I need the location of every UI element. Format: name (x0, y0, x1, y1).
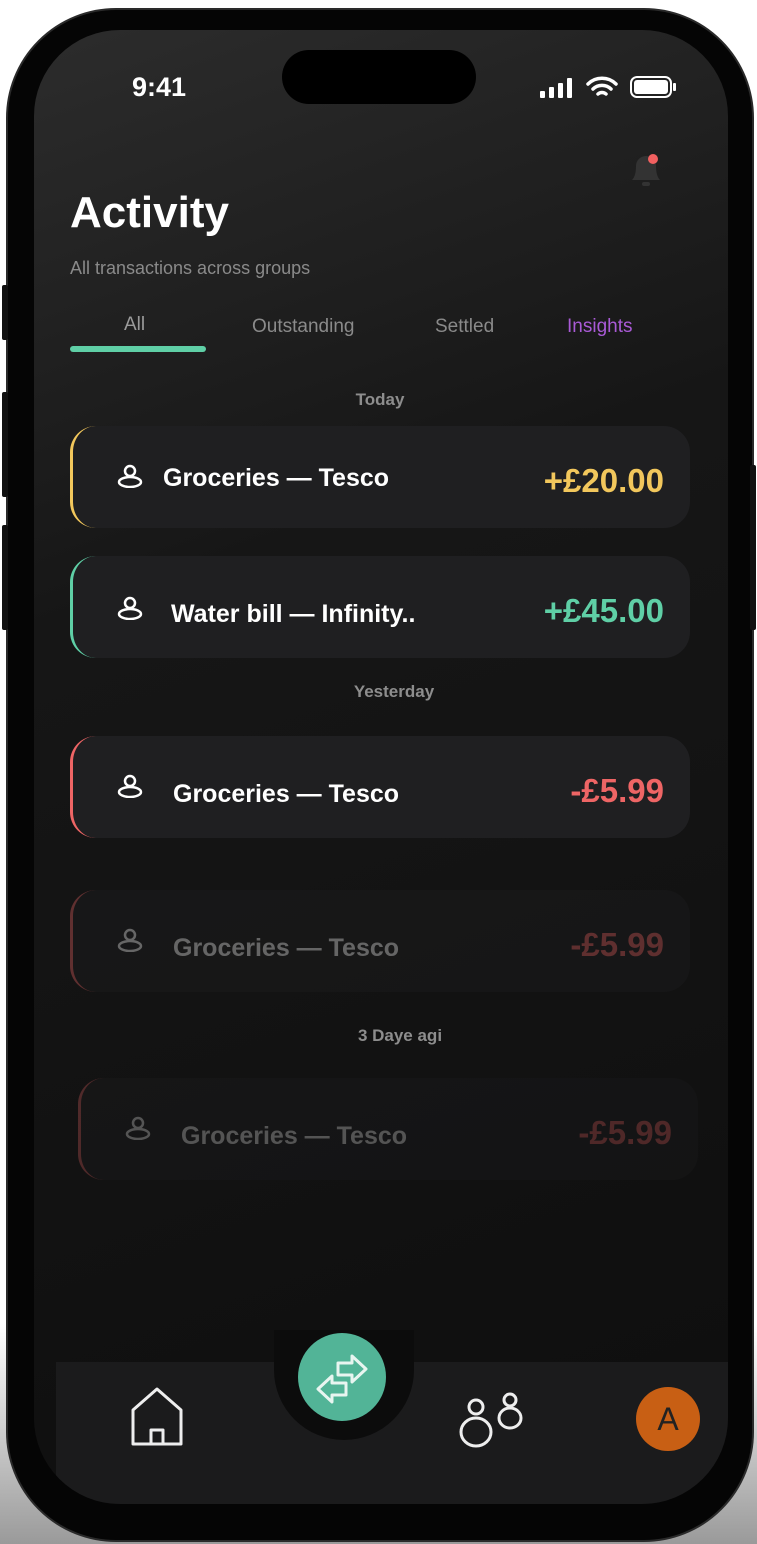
home-icon[interactable] (130, 1386, 184, 1448)
person-icon (117, 596, 143, 620)
person-icon (125, 1116, 151, 1140)
transaction-card[interactable]: Groceries — Tesco -£5.99 (70, 890, 690, 992)
screen: 9:41 Activity All transactions across gr… (34, 30, 728, 1504)
status-time: 9:41 (132, 72, 187, 102)
tab-outstanding[interactable]: Outstanding (252, 316, 355, 337)
transaction-amount: -£5.99 (570, 926, 664, 963)
signal-icon (540, 78, 572, 98)
power-button (750, 465, 756, 630)
transaction-amount: +£20.00 (543, 462, 664, 499)
transfer-button[interactable] (298, 1333, 386, 1421)
swap-arrows-icon (316, 1354, 368, 1404)
groups-icon[interactable] (454, 1388, 530, 1450)
section-yesterday: Yesterday (353, 682, 435, 701)
wifi-icon (586, 76, 618, 96)
bell-icon[interactable] (626, 148, 666, 190)
person-icon (117, 464, 143, 488)
notification-dot (648, 154, 658, 164)
transaction-name: Groceries — Tesco (173, 934, 400, 962)
transaction-name: Groceries — Tesco (163, 464, 390, 492)
mute-button (2, 285, 8, 340)
transaction-card[interactable]: Groceries — Tesco -£5.99 (70, 736, 690, 838)
tab-settled[interactable]: Settled (435, 316, 495, 337)
transaction-amount: +£45.00 (543, 592, 664, 629)
transaction-name: Groceries — Tesco (181, 1122, 408, 1150)
transaction-amount: -£5.99 (578, 1114, 672, 1151)
section-older: 3 Daye agi (357, 1026, 443, 1045)
section-today: Today (355, 390, 405, 409)
transaction-card[interactable]: Water bill — Infinity.. +£45.00 (70, 556, 690, 658)
person-icon (117, 774, 143, 798)
active-tab-indicator (70, 346, 206, 352)
transaction-card[interactable]: Groceries — Tesco -£5.99 (78, 1078, 698, 1180)
transaction-name: Groceries — Tesco (173, 780, 400, 808)
transaction-amount: -£5.99 (570, 772, 664, 809)
tab-all[interactable]: All (124, 314, 146, 335)
battery-icon (630, 76, 676, 98)
tab-insights[interactable]: Insights (567, 316, 633, 337)
person-icon (117, 928, 143, 952)
transaction-card[interactable]: Groceries — Tesco +£20.00 (70, 426, 690, 528)
transaction-name: Water bill — Infinity.. (171, 600, 416, 628)
page-title: Activity (70, 188, 229, 237)
volume-up-button (2, 392, 8, 497)
volume-down-button (2, 525, 8, 630)
page-subtitle: All transactions across groups (70, 258, 311, 278)
profile-avatar[interactable]: A (636, 1387, 700, 1451)
dynamic-island (282, 50, 476, 104)
